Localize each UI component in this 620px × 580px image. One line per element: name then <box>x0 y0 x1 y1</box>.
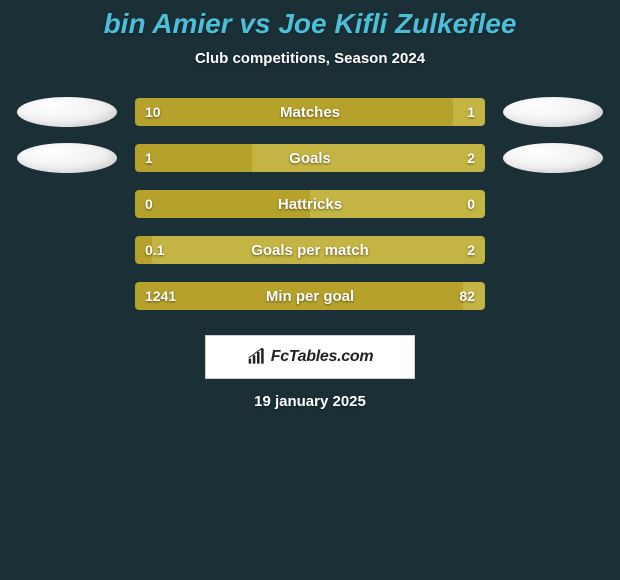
subtitle: Club competitions, Season 2024 <box>0 50 620 67</box>
stat-bar: 12Goals <box>135 144 485 172</box>
avatar-spacer <box>17 189 117 219</box>
stat-row: 0.12Goals per match <box>0 235 620 265</box>
stat-value-left: 0 <box>135 190 163 218</box>
stat-row: 101Matches <box>0 97 620 127</box>
stat-bar: 0.12Goals per match <box>135 236 485 264</box>
bar-segment-right <box>152 236 485 264</box>
bar-chart-icon <box>247 348 267 366</box>
avatar-spacer <box>17 235 117 265</box>
stat-bar: 00Hattricks <box>135 190 485 218</box>
player-avatar-left <box>17 97 117 127</box>
date-text: 19 january 2025 <box>0 393 620 410</box>
bar-segment-right <box>252 144 485 172</box>
stat-value-left: 0.1 <box>135 236 174 264</box>
bar-segment-left <box>135 98 453 126</box>
stat-value-left: 1241 <box>135 282 186 310</box>
stat-value-right: 2 <box>457 236 485 264</box>
stat-value-right: 82 <box>449 282 485 310</box>
player-avatar-right <box>503 97 603 127</box>
stat-value-right: 0 <box>457 190 485 218</box>
avatar-spacer <box>503 189 603 219</box>
avatar-spacer <box>503 281 603 311</box>
stat-row: 124182Min per goal <box>0 281 620 311</box>
comparison-card: bin Amier vs Joe Kifli Zulkeflee Club co… <box>0 0 620 580</box>
avatar-spacer <box>17 281 117 311</box>
stat-value-right: 2 <box>457 144 485 172</box>
stat-bar: 101Matches <box>135 98 485 126</box>
brand-name: FcTables.com <box>271 348 374 366</box>
page-title: bin Amier vs Joe Kifli Zulkeflee <box>0 8 620 40</box>
stat-bar: 124182Min per goal <box>135 282 485 310</box>
stat-row: 12Goals <box>0 143 620 173</box>
brand-logo: FcTables.com <box>205 335 415 379</box>
stats-container: 101Matches12Goals00Hattricks0.12Goals pe… <box>0 97 620 311</box>
player-avatar-right <box>503 143 603 173</box>
stat-value-right: 1 <box>457 98 485 126</box>
stat-value-left: 10 <box>135 98 171 126</box>
avatar-spacer <box>503 235 603 265</box>
stat-row: 00Hattricks <box>0 189 620 219</box>
stat-value-left: 1 <box>135 144 163 172</box>
player-avatar-left <box>17 143 117 173</box>
